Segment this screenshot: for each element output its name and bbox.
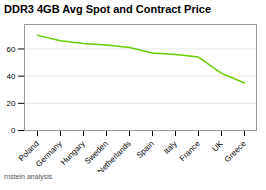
svg-text:Sweden: Sweden	[82, 139, 110, 166]
svg-text:UK: UK	[210, 139, 225, 154]
svg-text:Poland: Poland	[16, 139, 41, 164]
svg-text:Spain: Spain	[135, 139, 156, 160]
svg-text:20: 20	[7, 99, 16, 108]
svg-text:40: 40	[7, 72, 16, 81]
svg-text:Greece: Greece	[223, 139, 248, 164]
svg-text:France: France	[178, 139, 202, 163]
svg-text:Italy: Italy	[162, 139, 179, 156]
svg-text:Hungary: Hungary	[59, 139, 87, 167]
svg-text:60: 60	[7, 45, 16, 54]
html-text:DDR3 4GB Avg Spot and Contract: DDR3 4GB Avg Spot and Contract Price	[4, 3, 211, 15]
svg-text:0: 0	[11, 126, 16, 135]
html-text:rnstein analysis: rnstein analysis	[4, 173, 53, 180]
svg-text:Netherlands: Netherlands	[96, 139, 133, 172]
svg-text:Germany: Germany	[34, 139, 64, 169]
